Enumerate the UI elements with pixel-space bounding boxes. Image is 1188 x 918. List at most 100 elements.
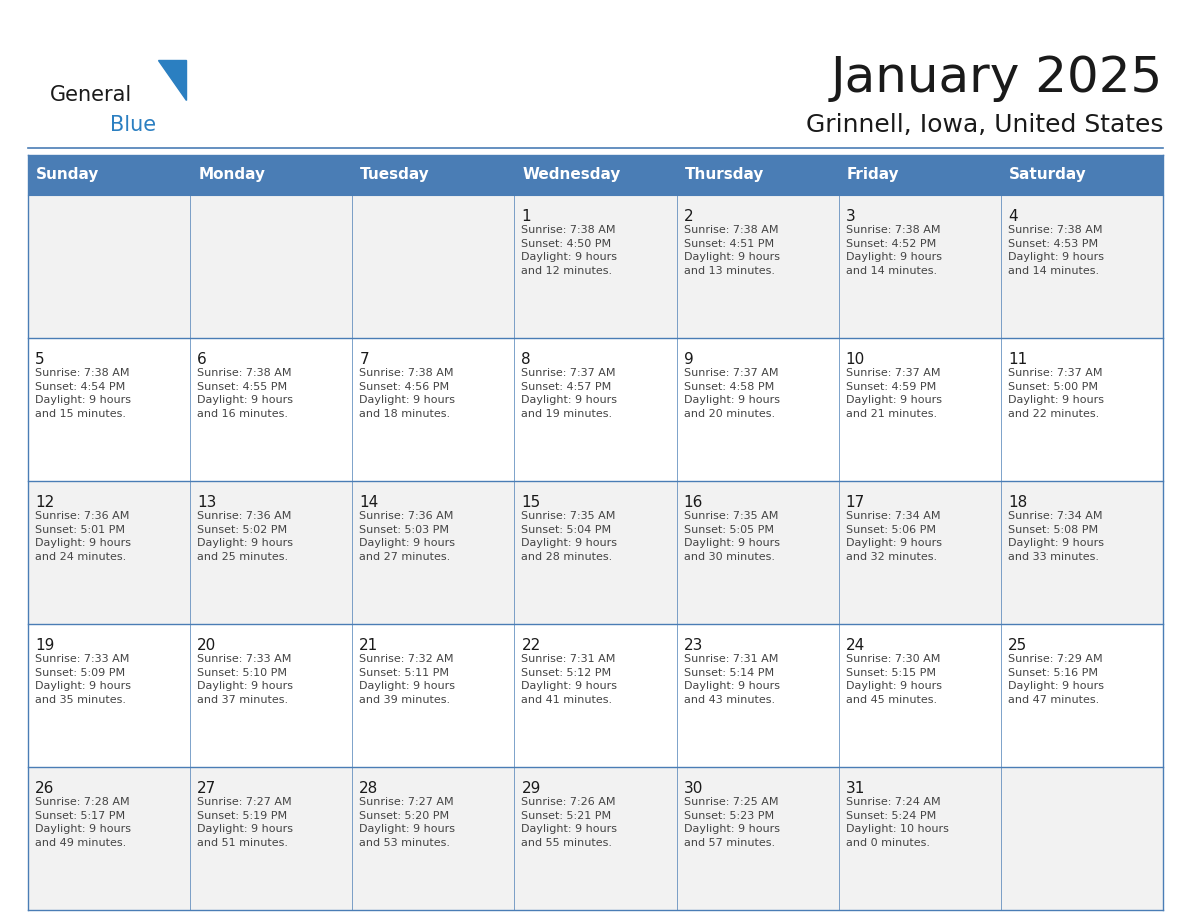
Bar [353,155,514,195]
Text: Sunrise: 7:38 AM
Sunset: 4:55 PM
Daylight: 9 hours
and 16 minutes.: Sunrise: 7:38 AM Sunset: 4:55 PM Dayligh… [197,368,293,419]
Text: 14: 14 [359,495,379,510]
Text: 13: 13 [197,495,216,510]
Text: 9: 9 [683,352,694,367]
Text: Saturday: Saturday [1009,167,1087,183]
Bar [353,195,514,338]
Bar [190,767,353,910]
Bar [677,195,839,338]
Bar [353,624,514,767]
Text: Sunrise: 7:33 AM
Sunset: 5:09 PM
Daylight: 9 hours
and 35 minutes.: Sunrise: 7:33 AM Sunset: 5:09 PM Dayligh… [34,654,131,705]
Text: 11: 11 [1007,352,1028,367]
Bar [190,624,353,767]
Bar [29,624,190,767]
Text: 6: 6 [197,352,207,367]
Text: Sunrise: 7:37 AM
Sunset: 4:57 PM
Daylight: 9 hours
and 19 minutes.: Sunrise: 7:37 AM Sunset: 4:57 PM Dayligh… [522,368,618,419]
Bar [1000,767,1163,910]
Text: Monday: Monday [198,167,265,183]
Bar [29,481,190,624]
Bar [29,155,190,195]
Text: Sunrise: 7:30 AM
Sunset: 5:15 PM
Daylight: 9 hours
and 45 minutes.: Sunrise: 7:30 AM Sunset: 5:15 PM Dayligh… [846,654,942,705]
Text: Sunrise: 7:27 AM
Sunset: 5:19 PM
Daylight: 9 hours
and 51 minutes.: Sunrise: 7:27 AM Sunset: 5:19 PM Dayligh… [197,797,293,848]
Text: Sunrise: 7:31 AM
Sunset: 5:12 PM
Daylight: 9 hours
and 41 minutes.: Sunrise: 7:31 AM Sunset: 5:12 PM Dayligh… [522,654,618,705]
Text: Sunrise: 7:35 AM
Sunset: 5:05 PM
Daylight: 9 hours
and 30 minutes.: Sunrise: 7:35 AM Sunset: 5:05 PM Dayligh… [683,511,779,562]
Text: 22: 22 [522,638,541,653]
Bar [1000,155,1163,195]
Text: Sunrise: 7:34 AM
Sunset: 5:06 PM
Daylight: 9 hours
and 32 minutes.: Sunrise: 7:34 AM Sunset: 5:06 PM Dayligh… [846,511,942,562]
Text: Sunrise: 7:32 AM
Sunset: 5:11 PM
Daylight: 9 hours
and 39 minutes.: Sunrise: 7:32 AM Sunset: 5:11 PM Dayligh… [359,654,455,705]
Text: 12: 12 [34,495,55,510]
Text: 20: 20 [197,638,216,653]
Text: 21: 21 [359,638,379,653]
Text: Sunrise: 7:27 AM
Sunset: 5:20 PM
Daylight: 9 hours
and 53 minutes.: Sunrise: 7:27 AM Sunset: 5:20 PM Dayligh… [359,797,455,848]
Bar [29,195,190,338]
Text: General: General [50,85,132,105]
Text: Sunrise: 7:28 AM
Sunset: 5:17 PM
Daylight: 9 hours
and 49 minutes.: Sunrise: 7:28 AM Sunset: 5:17 PM Dayligh… [34,797,131,848]
Bar [1000,338,1163,481]
Text: Grinnell, Iowa, United States: Grinnell, Iowa, United States [805,113,1163,137]
Text: Sunrise: 7:35 AM
Sunset: 5:04 PM
Daylight: 9 hours
and 28 minutes.: Sunrise: 7:35 AM Sunset: 5:04 PM Dayligh… [522,511,618,562]
Text: 24: 24 [846,638,865,653]
Bar [514,767,677,910]
Bar [353,338,514,481]
Text: 30: 30 [683,781,703,796]
Text: 3: 3 [846,209,855,224]
Text: 29: 29 [522,781,541,796]
Text: 2: 2 [683,209,693,224]
Bar [353,481,514,624]
Text: Sunrise: 7:38 AM
Sunset: 4:50 PM
Daylight: 9 hours
and 12 minutes.: Sunrise: 7:38 AM Sunset: 4:50 PM Dayligh… [522,225,618,275]
Bar [1000,195,1163,338]
Text: 4: 4 [1007,209,1017,224]
Text: 10: 10 [846,352,865,367]
Text: Sunrise: 7:29 AM
Sunset: 5:16 PM
Daylight: 9 hours
and 47 minutes.: Sunrise: 7:29 AM Sunset: 5:16 PM Dayligh… [1007,654,1104,705]
Text: 16: 16 [683,495,703,510]
Text: Sunrise: 7:33 AM
Sunset: 5:10 PM
Daylight: 9 hours
and 37 minutes.: Sunrise: 7:33 AM Sunset: 5:10 PM Dayligh… [197,654,293,705]
Text: 27: 27 [197,781,216,796]
Text: Sunrise: 7:37 AM
Sunset: 4:58 PM
Daylight: 9 hours
and 20 minutes.: Sunrise: 7:37 AM Sunset: 4:58 PM Dayligh… [683,368,779,419]
Text: Sunrise: 7:37 AM
Sunset: 5:00 PM
Daylight: 9 hours
and 22 minutes.: Sunrise: 7:37 AM Sunset: 5:00 PM Dayligh… [1007,368,1104,419]
Text: Sunrise: 7:38 AM
Sunset: 4:54 PM
Daylight: 9 hours
and 15 minutes.: Sunrise: 7:38 AM Sunset: 4:54 PM Dayligh… [34,368,131,419]
Bar [29,767,190,910]
Bar [514,195,677,338]
Text: Sunrise: 7:34 AM
Sunset: 5:08 PM
Daylight: 9 hours
and 33 minutes.: Sunrise: 7:34 AM Sunset: 5:08 PM Dayligh… [1007,511,1104,562]
Text: Sunrise: 7:24 AM
Sunset: 5:24 PM
Daylight: 10 hours
and 0 minutes.: Sunrise: 7:24 AM Sunset: 5:24 PM Dayligh… [846,797,948,848]
Bar [677,338,839,481]
Text: 23: 23 [683,638,703,653]
Bar [514,624,677,767]
Text: Blue: Blue [110,115,156,135]
Text: Sunrise: 7:31 AM
Sunset: 5:14 PM
Daylight: 9 hours
and 43 minutes.: Sunrise: 7:31 AM Sunset: 5:14 PM Dayligh… [683,654,779,705]
Bar [677,624,839,767]
Text: Sunrise: 7:36 AM
Sunset: 5:01 PM
Daylight: 9 hours
and 24 minutes.: Sunrise: 7:36 AM Sunset: 5:01 PM Dayligh… [34,511,131,562]
Text: Sunrise: 7:38 AM
Sunset: 4:52 PM
Daylight: 9 hours
and 14 minutes.: Sunrise: 7:38 AM Sunset: 4:52 PM Dayligh… [846,225,942,275]
Text: 19: 19 [34,638,55,653]
Text: Sunrise: 7:26 AM
Sunset: 5:21 PM
Daylight: 9 hours
and 55 minutes.: Sunrise: 7:26 AM Sunset: 5:21 PM Dayligh… [522,797,618,848]
Text: 31: 31 [846,781,865,796]
Text: Sunrise: 7:36 AM
Sunset: 5:03 PM
Daylight: 9 hours
and 27 minutes.: Sunrise: 7:36 AM Sunset: 5:03 PM Dayligh… [359,511,455,562]
Text: Friday: Friday [847,167,899,183]
Bar [1000,624,1163,767]
Bar [677,155,839,195]
Bar [29,338,190,481]
Bar [353,767,514,910]
Text: 17: 17 [846,495,865,510]
Bar [839,195,1000,338]
Text: 28: 28 [359,781,379,796]
Bar [677,481,839,624]
Bar [514,338,677,481]
Bar [1000,481,1163,624]
Bar [190,338,353,481]
Bar [839,338,1000,481]
Bar [190,195,353,338]
Text: 8: 8 [522,352,531,367]
Text: 18: 18 [1007,495,1028,510]
Text: 26: 26 [34,781,55,796]
Text: Sunrise: 7:36 AM
Sunset: 5:02 PM
Daylight: 9 hours
and 25 minutes.: Sunrise: 7:36 AM Sunset: 5:02 PM Dayligh… [197,511,293,562]
Text: Sunrise: 7:25 AM
Sunset: 5:23 PM
Daylight: 9 hours
and 57 minutes.: Sunrise: 7:25 AM Sunset: 5:23 PM Dayligh… [683,797,779,848]
Text: January 2025: January 2025 [830,54,1163,102]
Bar [839,767,1000,910]
Text: Wednesday: Wednesday [523,167,621,183]
Text: Sunrise: 7:38 AM
Sunset: 4:53 PM
Daylight: 9 hours
and 14 minutes.: Sunrise: 7:38 AM Sunset: 4:53 PM Dayligh… [1007,225,1104,275]
Text: Thursday: Thursday [684,167,764,183]
Text: 5: 5 [34,352,45,367]
Bar [839,481,1000,624]
Bar [514,481,677,624]
